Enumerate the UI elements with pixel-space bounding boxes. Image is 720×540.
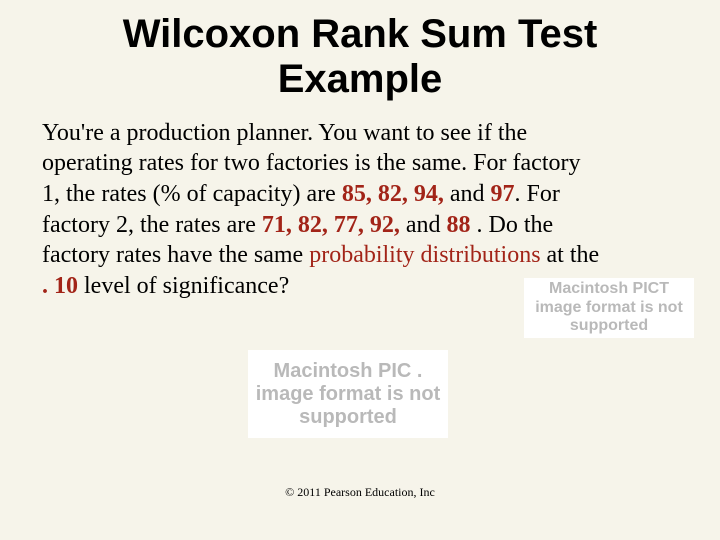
missing-image-placeholder-1: Macintosh PICT image format is not suppo… (524, 278, 694, 338)
slide-container: Wilcoxon Rank Sum Test Example You're a … (0, 0, 720, 540)
missing-image-placeholder-2: Macintosh PIC . image format is not supp… (248, 350, 448, 438)
body-value-5: probability distributions (309, 242, 540, 268)
body-seg-2: and (444, 181, 491, 207)
body-value-3: 71, 82, 77, 92, (262, 212, 400, 238)
body-seg-7: level of significance? (78, 273, 289, 299)
slide-title: Wilcoxon Rank Sum Test Example (42, 12, 678, 102)
body-value-2: 97 (491, 181, 515, 207)
body-value-4: 88 (447, 212, 471, 238)
body-value-6: . 10 (42, 273, 78, 299)
body-seg-4: and (400, 212, 447, 238)
slide-body-text: You're a production planner. You want to… (42, 118, 602, 302)
placeholder-text-1: Macintosh PICT image format is not suppo… (524, 280, 694, 335)
body-value-1: 85, 82, 94, (342, 181, 444, 207)
placeholder-text-2: Macintosh PIC . image format is not supp… (248, 360, 448, 429)
copyright-text: © 2011 Pearson Education, Inc (0, 485, 720, 500)
body-seg-6: at the (541, 242, 600, 268)
